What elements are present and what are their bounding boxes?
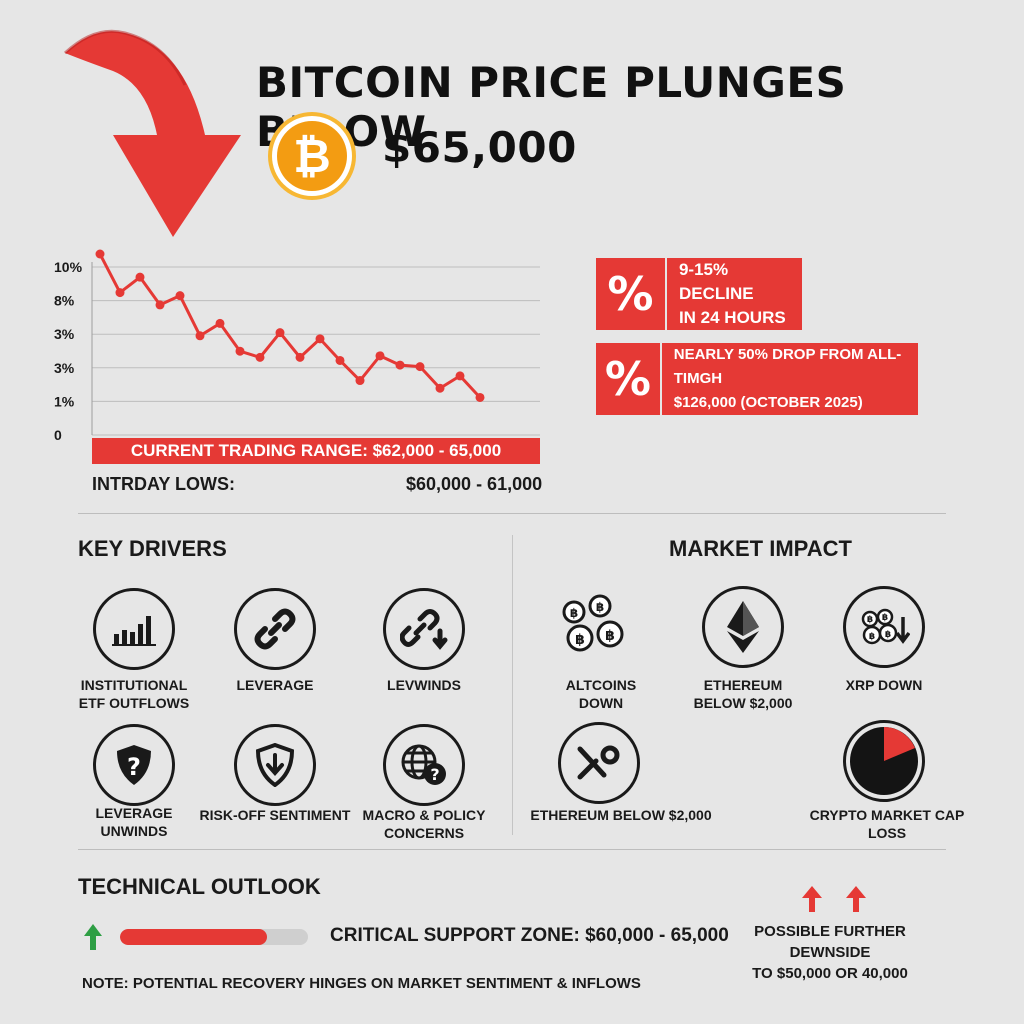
up-arrows-red-icon — [802, 886, 866, 912]
percent-icon: % — [596, 343, 662, 415]
data-point — [235, 346, 245, 356]
chain-link-icon — [234, 588, 316, 670]
downside-note: POSSIBLE FURTHER DEWNSIDE TO $50,000 OR … — [752, 923, 908, 982]
bar-chart-icon — [93, 588, 175, 670]
driver-label: MACRO & POLICY CONCERNS — [362, 807, 486, 841]
svg-text:฿: ฿ — [882, 613, 888, 623]
driver-label: LEVERAGE — [236, 677, 314, 693]
y-tick-label: 10% — [54, 259, 83, 275]
svg-text:฿: ฿ — [575, 632, 585, 648]
data-point — [455, 371, 465, 381]
coins-down-icon: ฿฿฿฿ — [843, 586, 925, 668]
globe-question-icon: ? — [383, 724, 465, 806]
technical-outlook-title: TECHNICAL OUTLOOK — [78, 874, 321, 899]
svg-text:฿: ฿ — [867, 615, 873, 625]
svg-text:฿: ฿ — [885, 630, 891, 640]
key-drivers-title: KEY DRIVERS — [78, 536, 227, 561]
support-zone-label: CRITICAL SUPPORT ZONE: $60,000 - 65,000 — [330, 925, 729, 946]
bitcoin-logo-icon: ₿ — [268, 112, 356, 200]
column-divider — [512, 535, 513, 835]
shield-question-icon: ? — [93, 724, 175, 806]
support-progress-fill — [120, 929, 267, 945]
shield-down-icon — [234, 724, 316, 806]
svg-text:?: ? — [127, 753, 141, 781]
data-point — [275, 328, 285, 338]
price-series-line — [98, 253, 482, 399]
data-point — [475, 392, 485, 402]
svg-text:฿: ฿ — [605, 628, 615, 644]
y-tick-label: 3% — [54, 326, 75, 342]
y-tick-label: 8% — [54, 293, 75, 309]
page-title-line1: BITCOIN PRICE PLUNGES BELOW — [256, 58, 847, 156]
stat-line: IN 24 HOURS — [678, 308, 786, 327]
pie-chart-icon — [843, 720, 925, 802]
svg-text:฿: ฿ — [596, 600, 604, 614]
impact-label: CRYPTO MARKET CAP LOSS — [809, 807, 965, 841]
data-point — [315, 334, 325, 344]
data-point — [435, 383, 445, 393]
y-tick-label: 0 — [54, 427, 62, 440]
data-point — [155, 300, 165, 310]
trading-range-bar: CURRENT TRADING RANGE: $62,000 - 65,000 — [92, 438, 540, 464]
data-point — [135, 272, 145, 282]
data-point — [95, 249, 105, 259]
stat-box-ath-drop: % NEARLY 50% DROP FROM ALL-TIMGH $126,00… — [596, 343, 918, 415]
data-point — [255, 352, 265, 362]
stat-line: $126,000 (OCTOBER 2025) — [673, 394, 863, 411]
impact-label: ETHEREUM BELOW $2,000 — [693, 677, 793, 711]
y-tick-label: 3% — [54, 360, 75, 376]
coins-icon: ฿฿฿฿ — [562, 594, 624, 652]
ethereum-icon — [702, 586, 784, 668]
xrp-icon — [558, 722, 640, 804]
data-point — [215, 318, 225, 328]
intraday-lows-label: INTRDAY LOWS: — [92, 474, 236, 494]
stat-line: 9-15% DECLINE — [678, 260, 754, 303]
stat-box-24h-decline: % 9-15% DECLINE IN 24 HOURS — [596, 258, 802, 330]
down-arrow-icon — [63, 29, 241, 237]
data-point — [355, 376, 365, 386]
broken-link-down-icon — [383, 588, 465, 670]
support-progress-bar — [120, 929, 308, 945]
data-point — [395, 360, 405, 370]
driver-label: LEVWINDS — [387, 677, 461, 693]
data-point — [375, 351, 385, 361]
svg-text:฿: ฿ — [869, 632, 875, 642]
bitcoin-symbol: ₿ — [293, 129, 331, 183]
data-point — [295, 352, 305, 362]
impact-label: ETHEREUM BELOW $2,000 — [530, 807, 712, 823]
percent-icon: % — [596, 258, 667, 330]
data-point — [335, 355, 345, 365]
footnote: NOTE: POTENTIAL RECOVERY HINGES ON MARKE… — [82, 975, 641, 992]
up-arrow-green-icon — [84, 924, 102, 950]
impact-label: XRP DOWN — [845, 677, 923, 693]
data-point — [415, 362, 425, 372]
y-tick-label: 1% — [54, 393, 75, 409]
svg-text:?: ? — [430, 765, 439, 784]
driver-label: LEVERAGE UNWINDS — [95, 805, 173, 839]
data-point — [115, 288, 125, 298]
driver-label: RISK-OFF SENTIMENT — [199, 807, 351, 823]
market-impact-title: MARKET IMPACT — [669, 536, 852, 561]
price-decline-line-chart: 10% 8% 3% 3% 1% 0 — [54, 249, 540, 440]
data-point — [175, 291, 185, 301]
svg-text:฿: ฿ — [570, 606, 578, 620]
impact-label: ALTCOINS DOWN — [565, 677, 637, 711]
section-divider — [78, 849, 946, 850]
data-point — [195, 331, 205, 341]
stat-line: NEARLY 50% DROP FROM ALL-TIMGH — [673, 346, 902, 387]
intraday-lows-value: $60,000 - 61,000 — [406, 474, 543, 494]
page-title-price: $65,000 — [382, 123, 577, 172]
driver-label: INSTITUTIONAL ETF OUTFLOWS — [78, 677, 190, 711]
section-divider — [78, 513, 946, 514]
